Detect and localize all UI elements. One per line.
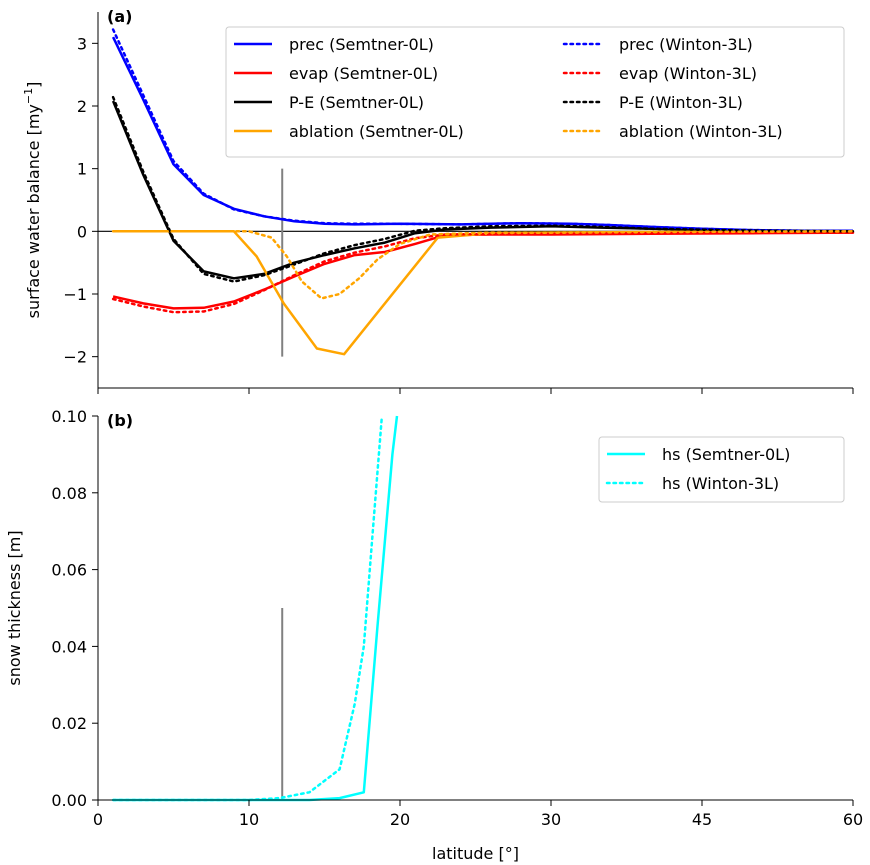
panel-b-series-hs-semtner-0l: [113, 415, 399, 802]
panel-b-x-tick-label: 0: [93, 810, 103, 829]
panel-b-y-tick-label: 0.00: [51, 791, 87, 810]
panel-b-y-tick-label: 0.06: [51, 561, 87, 580]
panel-b-y-axis-label: snow thickness [m]: [5, 530, 24, 685]
panel-a-series-evap-semtner-0l: [112, 231, 854, 310]
panel-b-y-ticks: 0.00 0.02 0.04 0.06 0.08 0.10: [51, 407, 98, 810]
panel-b-x-tick-label: 30: [541, 810, 561, 829]
panel-a-y-tick-label: 2: [77, 97, 87, 116]
panel-b-x-axis-label: latitude [°]: [432, 844, 519, 863]
panel-b-series: [111, 414, 399, 802]
panel-a-legend-label-prec-winton-3l: prec (Winton-3L): [619, 35, 753, 54]
panel-a-legend: prec (Semtner-0L) evap (Semtner-0L) P-E (S…: [225, 26, 845, 158]
panel-a-series-prec-winton-3l: [111, 28, 855, 232]
panel-b-y-tick-label: 0.04: [51, 637, 87, 656]
panel-a-y-tick-label: 1: [77, 160, 87, 179]
panel-b-legend-label-hs-winton-3l: hs (Winton-3L): [662, 474, 779, 493]
panel-a-legend-label-ablation-winton-3l: ablation (Winton-3L): [619, 122, 783, 141]
panel-a-series-p-e-winton-3l: [111, 95, 855, 283]
panel-a-legend-box: [225, 26, 845, 158]
panel-a-series-ablation-semtner-0l: [113, 230, 854, 356]
panel-a-legend-label-ablation-semtner-0l: ablation (Semtner-0L): [289, 122, 464, 141]
panel-b-x-tick-label: 45: [692, 810, 712, 829]
panel-a-series-evap-winton-3l: [111, 231, 855, 314]
panel-a-legend-label-prec-semtner-0l: prec (Semtner-0L): [289, 35, 434, 54]
panel-a-series-ablation-winton-3l: [111, 230, 855, 300]
panel-a-series: [111, 28, 855, 356]
panel-b-x-tick-label: 20: [390, 810, 410, 829]
panel-a-legend-label-evap-winton-3l: evap (Winton-3L): [619, 64, 757, 83]
panel-a-plot-area: [98, 28, 855, 357]
panel-a-y-tick-label: −2: [63, 348, 87, 367]
panel-a-legend-label-p-e-winton-3l: P-E (Winton-3L): [619, 93, 743, 112]
panel-a-label: (a): [107, 7, 132, 26]
panel-a-x-ticks: [97, 388, 854, 394]
panel-a-y-tick-label: 3: [77, 34, 87, 53]
panel-b-legend-box: [598, 436, 845, 503]
panel-b-axes: 0 10 20 30 45 60 0.00 0.02 0.04 0.06 0.08 0.10: [51, 407, 863, 829]
panel-b-y-tick-label: 0.02: [51, 714, 87, 733]
panel-b-series-hs-winton-3l: [111, 414, 384, 802]
panel-a-axes: −2 −1 0 1 2 3: [63, 12, 854, 394]
panel-b-plot-area: [111, 414, 399, 802]
panel-b-x-ticks: 0 10 20 30 45 60: [93, 800, 863, 829]
panel-a-y-tick-label: 0: [77, 222, 87, 241]
panel-b-label: (b): [107, 411, 133, 430]
panel-b-legend: hs (Semtner-0L) hs (Winton-3L): [598, 436, 845, 503]
panel-b-snow-thickness: 0 10 20 30 45 60 0.00 0.02 0.04 0.06 0.08 0.10 (b)…: [5, 407, 863, 863]
panel-b-y-tick-label: 0.10: [51, 407, 87, 426]
panel-a-y-tick-label: −1: [63, 285, 87, 304]
panel-b-x-tick-label: 10: [239, 810, 259, 829]
panel-a-legend-label-evap-semtner-0l: evap (Semtner-0L): [289, 64, 438, 83]
panel-b-y-tick-label: 0.08: [51, 484, 87, 503]
panel-b-legend-label-hs-semtner-0l: hs (Semtner-0L): [662, 445, 790, 464]
panel-a-y-ticks: −2 −1 0 1 2 3: [63, 34, 98, 367]
panel-a-surface-water-balance: −2 −1 0 1 2 3 (a) surface water balance [my−1…: [22, 7, 855, 394]
panel-a-legend-label-p-e-semtner-0l: P-E (Semtner-0L): [289, 93, 424, 112]
panel-a-y-axis-label: surface water balance [my−1]: [22, 82, 43, 319]
panel-b-x-tick-label: 60: [843, 810, 863, 829]
